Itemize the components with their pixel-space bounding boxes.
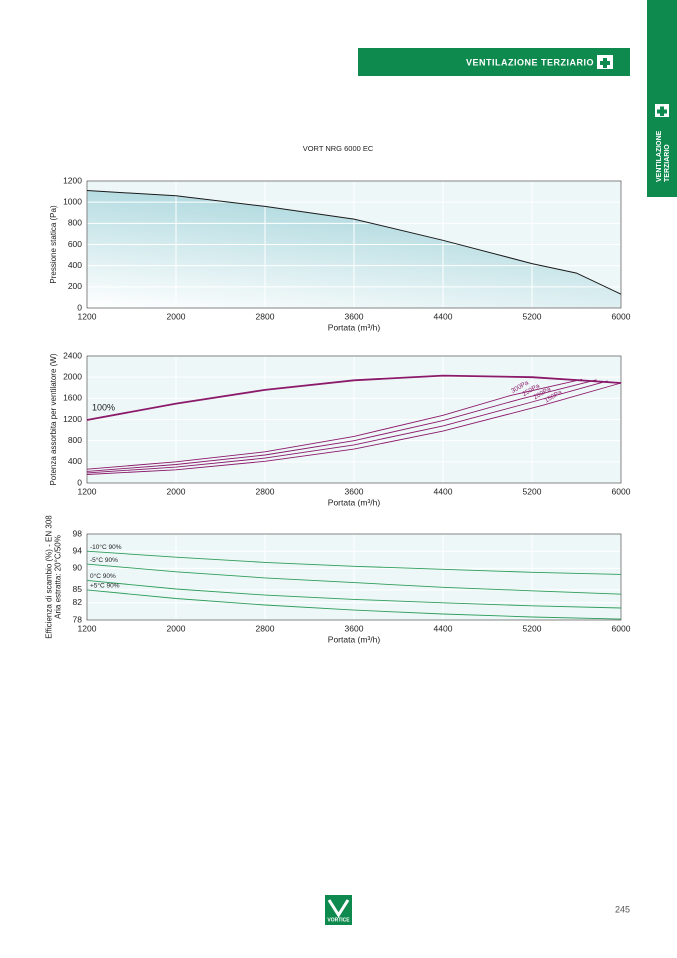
y-tick-label: 600 [68, 239, 82, 249]
x-tick-label: 5200 [523, 311, 542, 321]
y-tick-label: 1600 [63, 393, 82, 403]
curve-label: +5°C 90% [90, 582, 120, 590]
icon-plus [600, 58, 610, 68]
line [86, 378, 583, 470]
x-tick-label: 4400 [434, 623, 453, 633]
logo-mark [327, 899, 350, 918]
y-tick-label: 2000 [63, 371, 82, 381]
y-tick-label: 2400 [63, 350, 82, 360]
line [86, 589, 622, 620]
curve-label: -5°C 90% [90, 556, 118, 564]
y-tick-label: 1000 [63, 196, 82, 206]
line [86, 379, 597, 472]
tab-text: TERZIARIO [664, 144, 671, 182]
y-tick-label: 1200 [63, 414, 82, 424]
x-tick-label: 4400 [434, 486, 453, 496]
line [86, 579, 622, 609]
x-tick-label: 2800 [256, 623, 275, 633]
line [86, 374, 622, 421]
line [86, 380, 608, 474]
curve-label: 100% [92, 402, 115, 412]
y-tick-label: 82 [73, 597, 83, 607]
y-tick-label: 0 [77, 302, 82, 312]
x-tick-label: 2000 [167, 486, 186, 496]
x-tick-label: 3600 [345, 623, 364, 633]
logo-text: VORTICE [327, 917, 350, 923]
line [86, 550, 622, 575]
x-tick-label: 6000 [612, 311, 631, 321]
x-tick-label: 2800 [256, 486, 275, 496]
line [86, 190, 622, 295]
side-tab [647, 0, 677, 197]
x-axis-label: Portata (m³/h) [328, 634, 381, 644]
subtitle: VORT NRG 6000 EC [303, 144, 374, 153]
y-tick-label: 78 [73, 614, 83, 624]
x-tick-label: 6000 [612, 486, 631, 496]
x-tick-label: 2000 [167, 623, 186, 633]
plot-frame [86, 533, 622, 621]
tab-icon-plus [657, 106, 667, 116]
curve-label: 0°C 90% [90, 572, 116, 580]
line [86, 563, 622, 595]
section-title: VENTILAZIONE TERZIARIO [466, 57, 594, 67]
y-tick-label: 90 [73, 563, 83, 573]
x-tick-label: 4400 [434, 311, 453, 321]
tab-text: VENTILAZIONE [656, 130, 663, 182]
x-tick-label: 2000 [167, 311, 186, 321]
y-tick-label: 800 [68, 435, 82, 445]
y-axis-label: Aria estratta: 20°C/50% [54, 535, 63, 619]
y-tick-label: 94 [73, 545, 83, 555]
y-tick-label: 98 [73, 528, 83, 538]
y-tick-label: 1200 [63, 175, 82, 185]
y-axis-label: Pressione statica (Pa) [49, 205, 58, 284]
y-tick-label: 400 [68, 456, 82, 466]
y-tick-label: 85 [73, 584, 83, 594]
section-bar [358, 48, 630, 76]
y-axis-label: Efficienza di scambio (%) - EN 308 [45, 515, 54, 639]
y-tick-label: 800 [68, 218, 82, 228]
x-tick-label: 5200 [523, 623, 542, 633]
y-axis-label: Potenza assorbita per ventilatore (W) [49, 353, 58, 485]
y-tick-label: 200 [68, 281, 82, 291]
line [86, 382, 622, 475]
x-tick-label: 1200 [78, 486, 97, 496]
x-tick-label: 3600 [345, 311, 364, 321]
x-tick-label: 1200 [78, 311, 97, 321]
y-tick-label: 0 [77, 477, 82, 487]
page-number: 245 [615, 904, 630, 914]
curve-label: -10°C 90% [90, 543, 122, 551]
x-axis-label: Portata (m³/h) [328, 322, 381, 332]
y-tick-label: 400 [68, 260, 82, 270]
x-tick-label: 6000 [612, 623, 631, 633]
x-tick-label: 3600 [345, 486, 364, 496]
x-tick-label: 2800 [256, 311, 275, 321]
x-tick-label: 1200 [78, 623, 97, 633]
x-axis-label: Portata (m³/h) [328, 497, 381, 507]
plot-frame [86, 180, 622, 309]
x-tick-label: 5200 [523, 486, 542, 496]
